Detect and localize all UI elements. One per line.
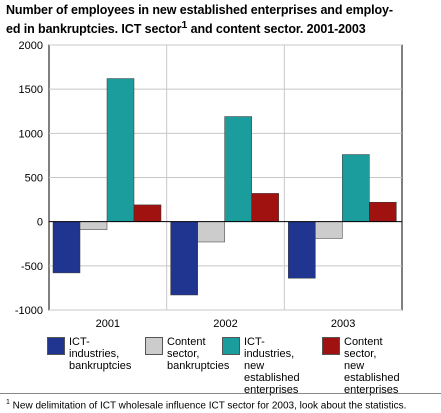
legend-swatch-content-bankruptcies [145,337,163,355]
bar-ict-new-established-2001 [106,78,135,222]
footnote-divider [0,393,441,394]
bar-content-new-established-2002 [251,193,279,222]
legend-swatch-content-new-established [322,337,340,355]
x-tick-label: 2001 [96,318,120,330]
y-tick-label: -1000 [15,305,43,317]
bar-content-bankruptcies-2002 [197,221,225,243]
bar-ict-new-established-2003 [342,154,370,222]
footnote-text: New delimitation of ICT wholesale influe… [9,400,407,412]
bar-ict-bankruptcies-2001 [52,221,81,274]
y-tick-label: 1000 [19,128,43,140]
bar-content-new-established-2003 [369,201,397,222]
y-tick-label: 500 [25,173,43,185]
y-tick-label: 0 [37,217,43,229]
legend-swatch-ict-new-established [222,337,240,355]
chart-title-line-1: Number of employees in new established e… [6,3,393,17]
bar-content-bankruptcies-2001 [79,221,108,230]
chart-title: Number of employees in new established e… [6,3,436,37]
x-tick-label: 2003 [331,318,355,330]
y-tick-label: 1500 [19,84,43,96]
legend-label-ict-new-established: ICT- industries, new established enterpr… [244,336,300,396]
y-tick-label: 2000 [19,40,43,52]
chart-title-line-2-end: and content sector. 2001-2003 [187,22,366,37]
footnote-marker: 1 [6,399,10,406]
chart-title-line-2-start: ed in bankruptcies. ICT sector [6,22,182,37]
bar-ict-bankruptcies-2002 [170,221,198,296]
bar-content-bankruptcies-2003 [315,221,343,239]
bar-ict-bankruptcies-2003 [288,221,316,279]
bar-ict-new-established-2002 [224,116,252,222]
bar-chart: 2000 1500 1000 500 0 -500 -1000 2001 2002 2003 [15,40,403,330]
x-tick-label: 2002 [213,318,237,330]
chart-title-footnote-marker: 1 [181,20,188,31]
legend-label-content-bankruptcies: Content sector, bankruptcies [167,336,230,372]
legend-swatch-ict-bankruptcies [47,337,65,355]
legend-label-content-new-established: Content sector, new established enterpri… [344,336,400,396]
legend-label-ict-bankruptcies: ICT-industries, bankruptcies [69,336,132,372]
chart-title-line-2: ed in bankruptcies. ICT sector1 and cont… [6,18,436,37]
footnote: 1 New delimitation of ICT wholesale infl… [6,397,406,412]
bar-content-new-established-2001 [133,204,162,222]
y-tick-label: -500 [21,261,43,273]
